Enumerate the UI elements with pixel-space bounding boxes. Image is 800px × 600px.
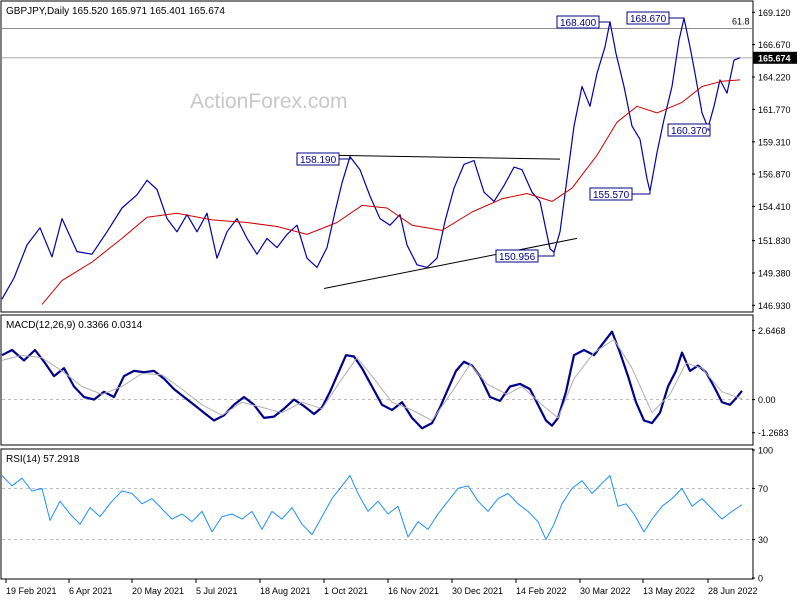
y-tick-label: 169.120 (758, 8, 791, 18)
macd-series-layer (1, 330, 743, 430)
y-tick-label: 70 (758, 484, 768, 494)
y-tick-label: 159.310 (758, 137, 791, 147)
price-series-line (1, 17, 741, 300)
x-tick-label: 20 May 2021 (132, 586, 184, 596)
y-tick-label: 146.930 (758, 301, 791, 311)
macd-panel-frame (0, 314, 754, 446)
y-tick-label: 0.00 (758, 395, 776, 405)
annotation-label: 168.400 (560, 18, 597, 29)
y-tick-label: 30 (758, 535, 768, 545)
y-tick-label: 156.870 (758, 170, 791, 180)
current-price-label: 165.674 (758, 53, 791, 63)
y-tick-label: 166.670 (758, 40, 791, 50)
rsi-y-axis: 100 70 30 0 (752, 446, 773, 584)
annotation-label: 168.670 (630, 14, 667, 25)
x-tick-label: 14 Feb 2022 (516, 586, 567, 596)
rsi-series-line (1, 475, 743, 541)
price-annotation: 160.370 (667, 123, 711, 137)
y-tick-label: 151.830 (758, 236, 791, 246)
price-series-layer (1, 17, 741, 305)
y-tick-label: 2.6468 (758, 326, 786, 336)
y-tick-label: 149.380 (758, 268, 791, 278)
watermark-text: ActionForex.com (190, 90, 348, 113)
y-tick-label: 100 (758, 446, 773, 456)
x-tick-label: 16 Nov 2021 (388, 586, 439, 596)
x-tick-label: 13 May 2022 (643, 586, 695, 596)
annotation-label: 150.956 (499, 252, 536, 263)
annotation-connector (538, 252, 555, 257)
annotation-label: 160.370 (671, 126, 708, 137)
rsi-panel-frame (0, 448, 754, 580)
rsi-panel-title: RSI(14) 57.2918 (6, 454, 80, 465)
x-tick-label: 30 Mar 2022 (580, 586, 631, 596)
fib-level-label: 61.8 (732, 16, 750, 26)
macd-panel-title: MACD(12,26,9) 0.3366 0.0314 (6, 320, 143, 331)
date-x-axis: 19 Feb 2021 6 Apr 2021 20 May 2021 5 Jul 20… (5, 579, 758, 596)
price-annotations: 168.400 168.670 158.190 160.370 155.570 150.9… (296, 11, 711, 263)
y-tick-label: 164.220 (758, 73, 791, 83)
y-tick-label: -1.2683 (758, 428, 789, 438)
ma-series-line (41, 79, 741, 305)
price-annotation: 168.670 (626, 11, 685, 25)
x-tick-label: 5 Jul 2021 (196, 586, 238, 596)
price-annotation: 155.570 (589, 187, 651, 201)
annotation-label: 158.190 (300, 155, 337, 166)
rsi-guides (2, 487, 752, 540)
x-tick-label: 30 Dec 2021 (452, 586, 503, 596)
y-tick-label: 161.770 (758, 105, 791, 115)
rsi-series-layer (1, 475, 743, 541)
current-price-box (753, 51, 797, 64)
annotation-connector (339, 156, 351, 160)
price-guides: 61.8 (2, 16, 752, 59)
resistance-trendline (323, 154, 561, 160)
annotation-connector (632, 191, 651, 195)
x-tick-label: 18 Aug 2021 (260, 586, 311, 596)
macd-y-axis: 2.6468 0.00 -1.2683 (752, 326, 789, 438)
x-tick-label: 28 Jun 2022 (708, 586, 758, 596)
price-panel-title: GBPJPY,Daily 165.520 165.971 165.401 165… (6, 6, 225, 17)
annotation-connector (707, 127, 710, 131)
signal-series-line (1, 339, 743, 421)
price-annotation: 168.400 (556, 15, 610, 29)
y-tick-label: 154.410 (758, 202, 791, 212)
price-y-axis: 169.120 166.670 164.220 161.770 159.310 156.8… (752, 8, 797, 311)
macd-series-line (1, 330, 743, 430)
y-tick-label: 0 (758, 574, 763, 584)
price-annotation: 158.190 (296, 152, 351, 166)
price-annotation: 150.956 (495, 249, 555, 263)
annotation-label: 155.570 (593, 190, 630, 201)
x-tick-label: 1 Oct 2021 (324, 586, 368, 596)
x-tick-label: 19 Feb 2021 (6, 586, 57, 596)
x-tick-label: 6 Apr 2021 (69, 586, 113, 596)
support-trendline (323, 237, 578, 290)
